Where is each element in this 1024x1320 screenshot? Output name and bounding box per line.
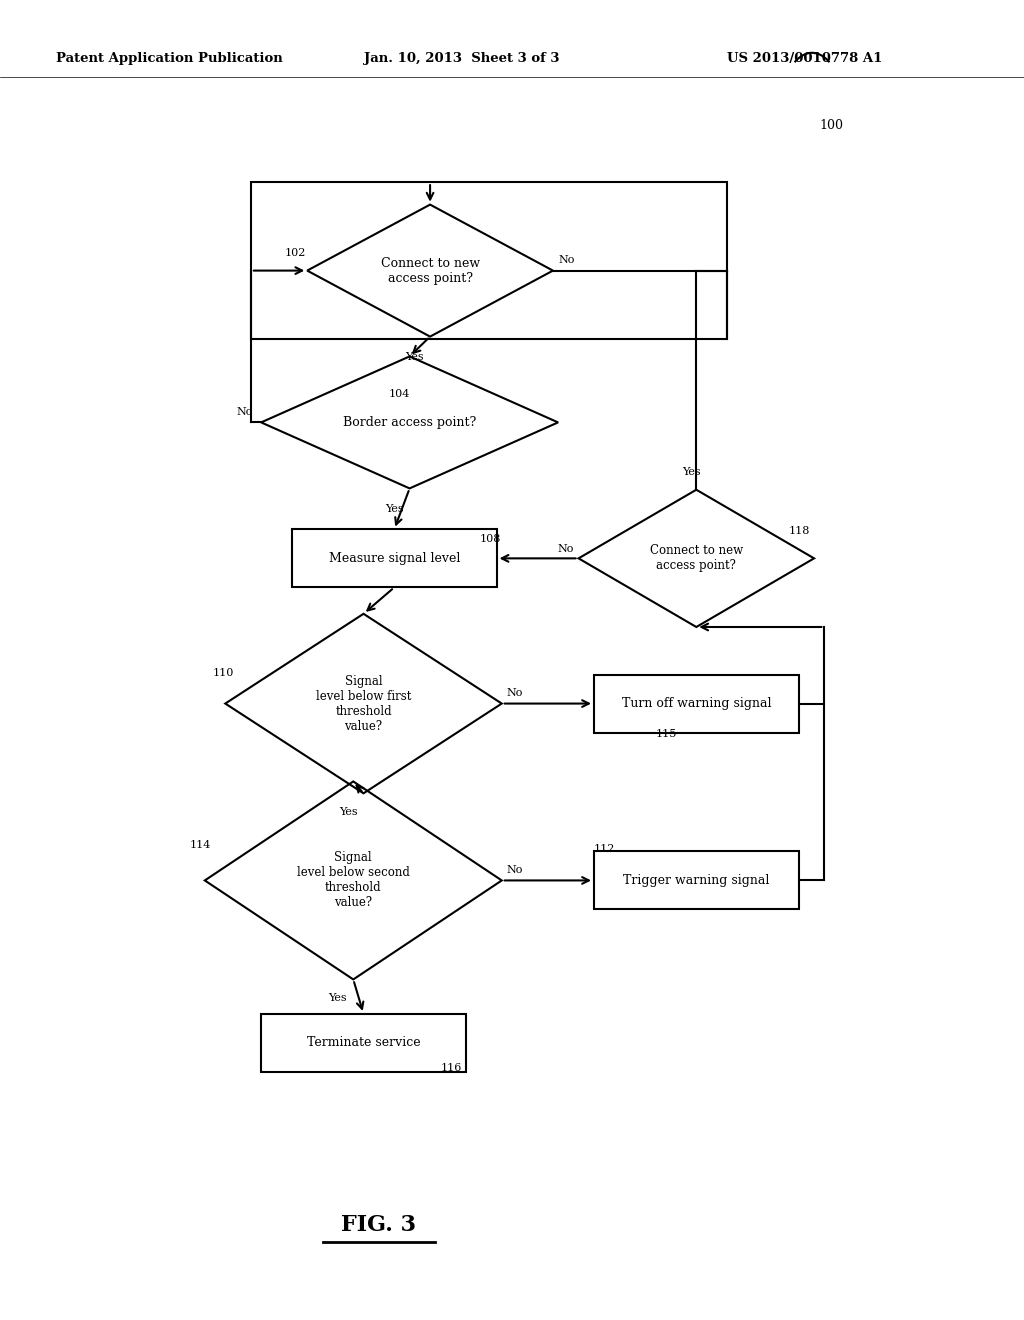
Text: 110: 110 [213,668,234,678]
Text: Connect to new
access point?: Connect to new access point? [381,256,479,285]
Text: Yes: Yes [329,993,347,1003]
Text: 112: 112 [594,843,615,854]
Text: 108: 108 [479,533,501,544]
Bar [251,182,727,339]
Text: Yes: Yes [406,352,424,363]
Text: US 2013/0010778 A1: US 2013/0010778 A1 [727,51,883,65]
Text: Yes: Yes [339,807,357,817]
Bar [594,675,799,733]
Text: 100: 100 [819,119,843,132]
Text: Border access point?: Border access point? [343,416,476,429]
Text: Yes: Yes [385,504,403,515]
Text: Jan. 10, 2013  Sheet 3 of 3: Jan. 10, 2013 Sheet 3 of 3 [364,51,559,65]
Text: 118: 118 [788,525,810,536]
Text: No: No [558,255,574,265]
Text: 104: 104 [389,388,411,399]
Text: Signal
level below first
threshold
value?: Signal level below first threshold value… [315,675,412,733]
Text: No: No [557,544,573,554]
Text: Turn off warning signal: Turn off warning signal [622,697,771,710]
Text: Yes: Yes [682,466,700,477]
Text: 116: 116 [440,1063,462,1073]
Text: 114: 114 [189,840,211,850]
Text: No: No [507,688,523,698]
Text: Trigger warning signal: Trigger warning signal [624,874,769,887]
Bar [261,1014,466,1072]
Text: Signal
level below second
threshold
value?: Signal level below second threshold valu… [297,851,410,909]
Bar [594,851,799,909]
Text: 102: 102 [285,248,306,259]
Text: No: No [237,407,253,417]
Text: Measure signal level: Measure signal level [329,552,460,565]
Text: 115: 115 [655,729,677,739]
Text: Patent Application Publication: Patent Application Publication [56,51,283,65]
Text: FIG. 3: FIG. 3 [341,1214,417,1236]
Text: Connect to new
access point?: Connect to new access point? [650,544,742,573]
Text: No: No [507,865,523,875]
Text: Terminate service: Terminate service [307,1036,420,1049]
Bar [292,529,497,587]
